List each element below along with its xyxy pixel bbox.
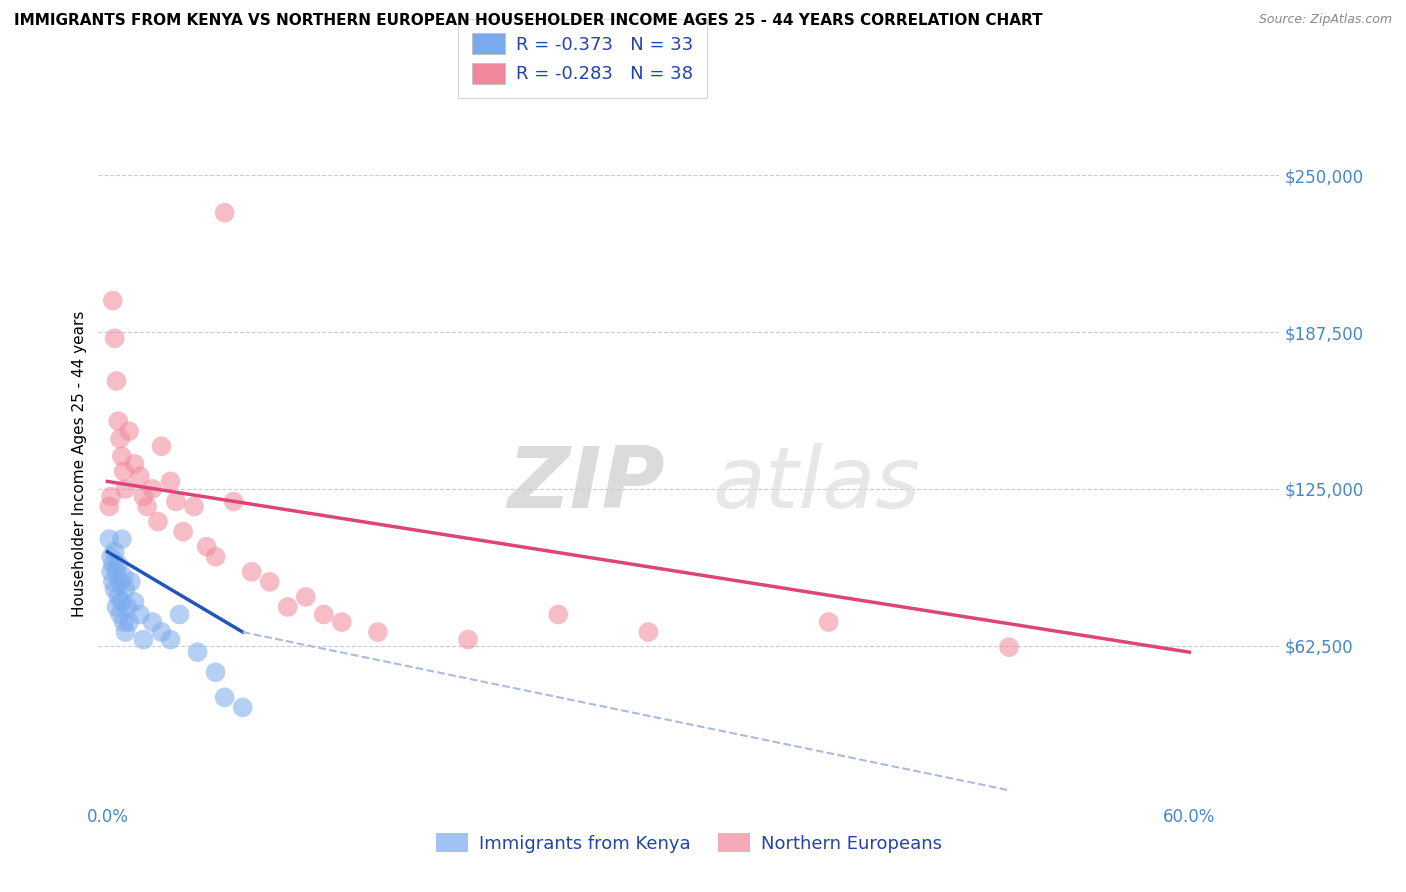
Text: Source: ZipAtlas.com: Source: ZipAtlas.com — [1258, 13, 1392, 27]
Point — [998, 640, 1021, 654]
Point — [104, 331, 127, 345]
Point — [312, 607, 335, 622]
Point — [100, 490, 122, 504]
Point — [204, 549, 226, 564]
Text: ZIP: ZIP — [508, 442, 665, 525]
Point — [112, 615, 135, 629]
Point — [817, 615, 839, 629]
Point — [118, 424, 141, 438]
Point — [141, 615, 163, 629]
Point — [547, 607, 569, 622]
Point — [132, 490, 155, 504]
Point — [107, 414, 129, 428]
Point — [107, 590, 129, 604]
Point — [100, 565, 122, 579]
Point — [104, 545, 127, 559]
Legend: Immigrants from Kenya, Northern Europeans: Immigrants from Kenya, Northern European… — [427, 824, 950, 862]
Point — [108, 574, 131, 589]
Point — [111, 532, 134, 546]
Text: atlas: atlas — [713, 442, 921, 525]
Point — [105, 565, 128, 579]
Point — [214, 690, 236, 705]
Point — [111, 450, 134, 464]
Text: IMMIGRANTS FROM KENYA VS NORTHERN EUROPEAN HOUSEHOLDER INCOME AGES 25 - 44 YEARS: IMMIGRANTS FROM KENYA VS NORTHERN EUROPE… — [14, 13, 1043, 29]
Point — [117, 599, 139, 614]
Y-axis label: Householder Income Ages 25 - 44 years: Householder Income Ages 25 - 44 years — [72, 310, 87, 617]
Point — [100, 549, 122, 564]
Point — [240, 565, 263, 579]
Point — [112, 464, 135, 478]
Point — [214, 206, 236, 220]
Point — [367, 625, 389, 640]
Point — [128, 469, 150, 483]
Point — [118, 615, 141, 629]
Point — [457, 632, 479, 647]
Point — [104, 582, 127, 597]
Point — [132, 632, 155, 647]
Point — [112, 570, 135, 584]
Point — [105, 599, 128, 614]
Point — [128, 607, 150, 622]
Point — [259, 574, 281, 589]
Point — [120, 574, 142, 589]
Point — [114, 482, 136, 496]
Point — [165, 494, 187, 508]
Point — [111, 595, 134, 609]
Point — [294, 590, 316, 604]
Point — [187, 645, 209, 659]
Point — [232, 700, 254, 714]
Point — [114, 625, 136, 640]
Point — [124, 457, 146, 471]
Point — [108, 432, 131, 446]
Point — [124, 595, 146, 609]
Point — [183, 500, 205, 514]
Point — [150, 439, 173, 453]
Point — [637, 625, 659, 640]
Point — [172, 524, 194, 539]
Point — [105, 374, 128, 388]
Point — [136, 500, 159, 514]
Point — [222, 494, 245, 508]
Point — [101, 574, 124, 589]
Point — [98, 532, 121, 546]
Point — [146, 515, 169, 529]
Point — [159, 475, 181, 489]
Point — [114, 582, 136, 597]
Point — [108, 607, 131, 622]
Point — [169, 607, 191, 622]
Point — [101, 293, 124, 308]
Point — [107, 558, 129, 572]
Point — [98, 500, 121, 514]
Point — [195, 540, 218, 554]
Point — [141, 482, 163, 496]
Point — [101, 558, 124, 572]
Point — [204, 665, 226, 680]
Point — [159, 632, 181, 647]
Point — [150, 625, 173, 640]
Point — [277, 599, 299, 614]
Point — [330, 615, 353, 629]
